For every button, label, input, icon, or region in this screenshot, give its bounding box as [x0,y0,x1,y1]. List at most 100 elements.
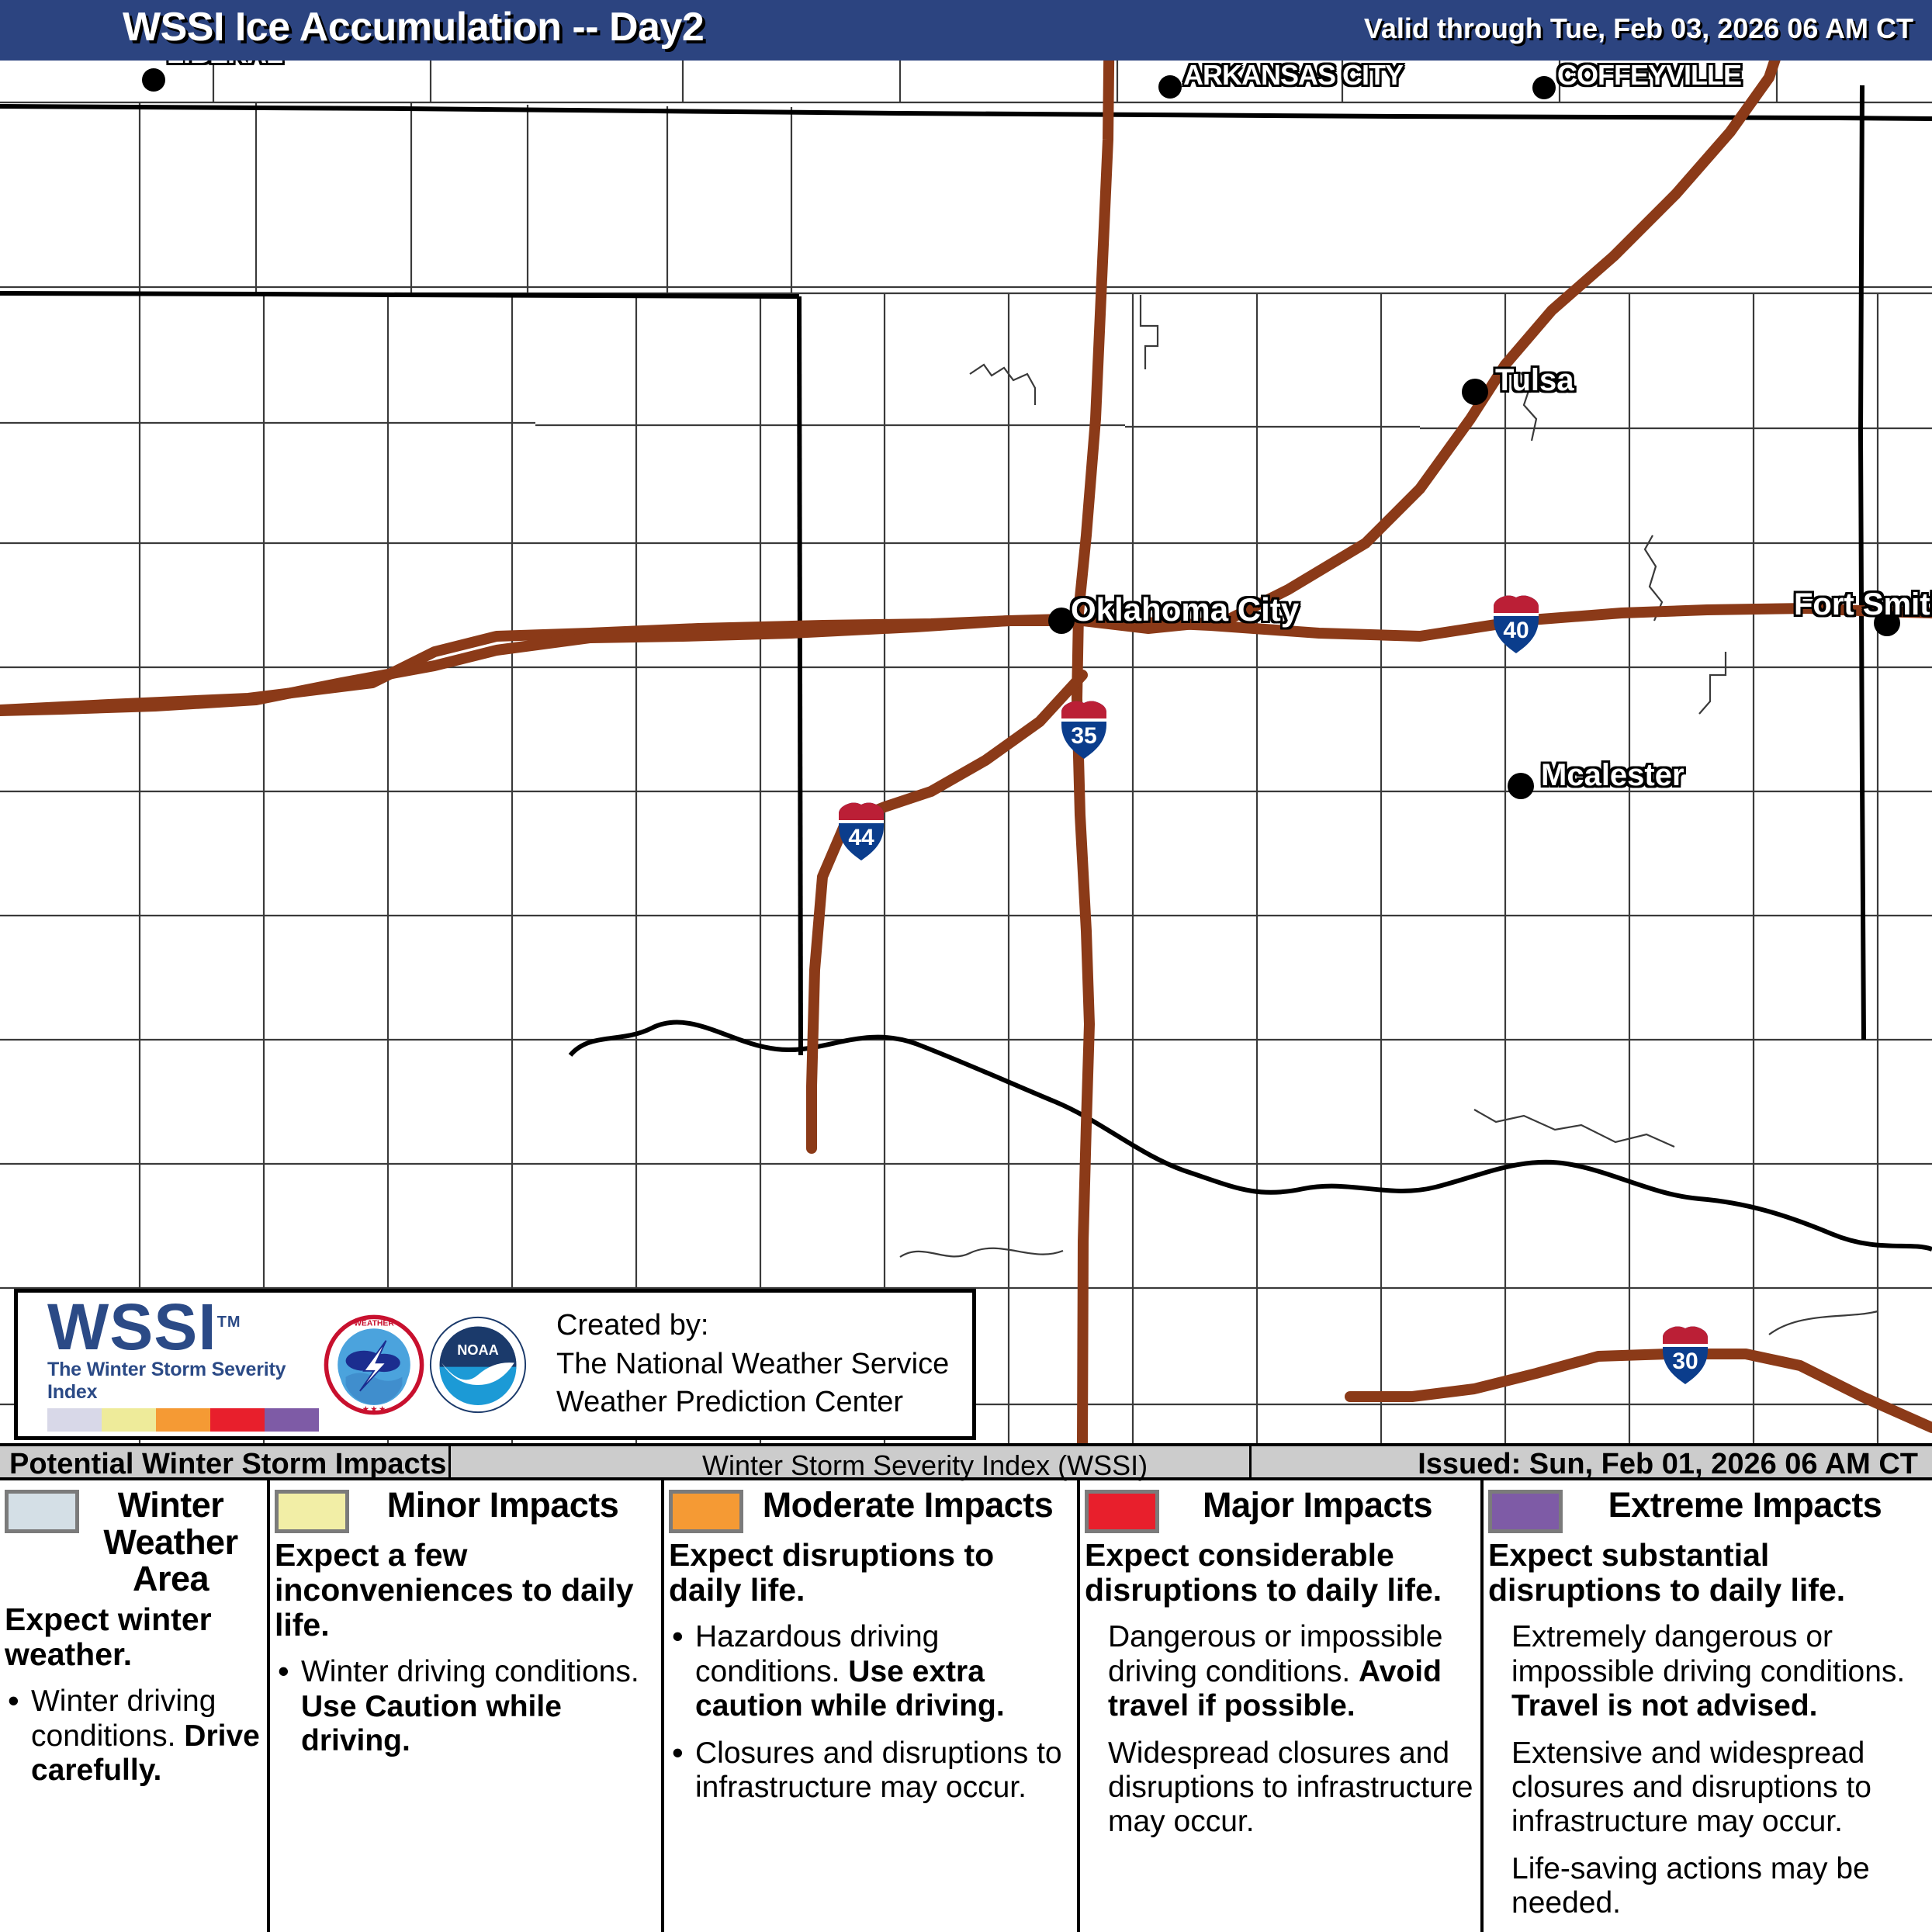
interstate-shield-30-icon: 30 [1657,1324,1714,1386]
legend-lead-extreme-impacts: Expect substantial disruptions to daily … [1488,1537,1846,1608]
county-boundaries [0,0,1932,1443]
svg-text:NOAA: NOAA [457,1342,499,1358]
legend-lead-winter-weather-area: Expect winter weather. [5,1601,212,1673]
svg-text:★ ★ ★: ★ ★ ★ [362,1404,386,1412]
svg-text:40: 40 [1503,618,1529,643]
legend-title-minor-impacts: Minor Impacts [386,1485,619,1525]
legend-lead-major-impacts: Expect considerable disruptions to daily… [1085,1537,1442,1608]
legend-body-text: Closures and disruptions to infrastructu… [695,1736,1062,1804]
legend-body-text: Winter driving conditions. [301,1655,639,1689]
interstate-shield-40-icon: 40 [1487,593,1545,655]
svg-text:WEATHER: WEATHER [354,1319,394,1328]
legend-lead-moderate-impacts: Expect disruptions to daily life. [669,1537,995,1608]
wssi-color-bar-segment-2 [102,1408,156,1432]
legend-list-item: Dangerous or impossible driving conditio… [1085,1620,1476,1723]
legend-list-moderate-impacts: Hazardous driving conditions. Use extra … [669,1618,1072,1806]
legend-body-text: Hazardous driving conditions. [695,1620,940,1688]
city-label-fort-smith: Fort Smith [1794,587,1932,621]
county-detail-lines [899,295,1878,1335]
status-bar: Potential Winter Storm Impacts Winter St… [0,1443,1932,1481]
wssi-color-bar-segment-5 [265,1408,319,1432]
legend-swatch-moderate-impacts [669,1490,743,1533]
svg-text:30: 30 [1672,1349,1698,1374]
legend-list-extreme-impacts: Extremely dangerous or impossible drivin… [1488,1620,1927,1921]
legend-emphasis-text: Avoid travel if possible. [1108,1654,1442,1723]
svg-text:35: 35 [1071,723,1096,749]
legend-swatch-extreme-impacts [1488,1490,1563,1533]
created-by-line-1: Created by: [556,1309,709,1342]
national-weather-service-seal: WEATHER ★ ★ ★ [324,1314,424,1415]
legend-title-winter-weather-area: Winter Weather Area [103,1485,238,1599]
city-dot-tulsa [1462,379,1488,405]
legend-body-text: Widespread closures and disruptions to i… [1108,1736,1473,1839]
legend-panel-extreme-impacts[interactable]: Extreme Impacts Expect substantial disrup… [1484,1480,1932,1932]
legend-list-item: Hazardous driving conditions. Use extra … [669,1618,1072,1723]
legend-header-extreme-impacts: Extreme Impacts [1488,1487,1927,1533]
legend-list-major-impacts: Dangerous or impossible driving conditio… [1085,1620,1476,1840]
noaa-seal: NOAA [428,1314,528,1415]
legend-body-text: Extensive and widespread closures and di… [1511,1736,1871,1839]
legend-panel-minor-impacts[interactable]: Minor Impacts Expect a few inconveniences… [270,1480,664,1932]
legend-list-item: Winter driving conditions. Drive careful… [5,1682,262,1788]
wssi-color-bar-segment-3 [156,1408,210,1432]
city-label-tulsa: Tulsa [1495,363,1574,397]
created-by-line-3: Weather Prediction Center [556,1386,904,1419]
city-label-oklahoma-city: Oklahoma City [1071,591,1300,628]
city-label-mcalester: Mcalester [1541,758,1684,792]
city-dot-coffeyville [1532,76,1556,99]
legend-body-text: Dangerous or impossible driving conditio… [1108,1620,1443,1688]
title-bar: WSSI Ice Accumulation -- Day2 Valid thro… [0,0,1932,61]
legend-list-item: Extremely dangerous or impossible drivin… [1488,1620,1927,1723]
legend-list-item: Widespread closures and disruptions to i… [1085,1736,1476,1840]
legend-emphasis-text: Travel is not advised. [1511,1689,1818,1723]
legend-panel-winter-weather-area[interactable]: Winter Weather Area Expect winter weather… [0,1480,270,1932]
legend-body-text: Life-saving actions may be needed. [1511,1851,1870,1920]
legend-list-winter-weather-area: Winter driving conditions. Drive careful… [5,1682,262,1788]
status-potential-impacts-label: Potential Winter Storm Impacts [9,1448,447,1480]
legend-emphasis-text: Use extra caution while driving. [695,1654,1005,1723]
wssi-wordmark: WSSITM [47,1294,320,1359]
legend-header-major-impacts: Major Impacts [1085,1487,1476,1533]
city-label-coffeyville: COFFEYVILLE [1557,59,1742,91]
legend-title-major-impacts: Major Impacts [1202,1485,1433,1525]
legend-panel-moderate-impacts[interactable]: Moderate Impacts Expect disruptions to da… [664,1480,1080,1932]
city-label-arkansas-city: ARKANSAS CITY [1183,59,1404,91]
legend-list-item: Winter driving conditions. Use Caution w… [275,1653,656,1758]
interstate-highways [0,0,1932,1443]
legend-swatch-minor-impacts [275,1490,349,1533]
impact-legend: Winter Weather Area Expect winter weather… [0,1480,1932,1932]
status-divider-1 [448,1446,451,1480]
wssi-severity-color-bar [47,1408,319,1432]
legend-list-item: Extensive and widespread closures and di… [1488,1736,1927,1840]
interstate-shield-44-icon: 44 [833,800,890,862]
city-dot-fort-smith [1874,610,1900,636]
city-dot-liberal [142,68,165,92]
city-dot-arkansas-city [1158,75,1182,99]
wssi-logo-box: WSSITM The Winter Storm Severity Index W… [14,1289,976,1440]
svg-text:44: 44 [848,825,874,850]
legend-header-winter-weather-area: Winter Weather Area [5,1487,262,1598]
wssi-trademark: TM [216,1313,241,1331]
wssi-wordmark-text: WSSI [47,1290,217,1363]
created-by-line-2: The National Weather Service [556,1347,950,1380]
map-geography [0,0,1932,1443]
legend-list-item: Closures and disruptions to infrastructu… [669,1734,1072,1806]
interstate-shield-35-icon: 35 [1055,698,1113,760]
legend-emphasis-text: Use Caution while driving. [301,1689,562,1758]
state-boundaries [0,85,1932,1252]
valid-through-text: Valid through Tue, Feb 03, 2026 06 AM CT [1363,12,1913,44]
page-title: WSSI Ice Accumulation -- Day2 [123,5,705,50]
legend-title-extreme-impacts: Extreme Impacts [1608,1485,1882,1525]
legend-header-minor-impacts: Minor Impacts [275,1487,656,1533]
legend-title-moderate-impacts: Moderate Impacts [762,1485,1054,1525]
legend-list-item: Life-saving actions may be needed. [1488,1852,1927,1921]
legend-header-moderate-impacts: Moderate Impacts [669,1487,1072,1533]
weather-map: LIBERALARKANSAS CITYCOFFEYVILLETulsaOkla… [0,0,1932,1443]
legend-swatch-winter-weather-area [5,1490,79,1533]
legend-list-minor-impacts: Winter driving conditions. Use Caution w… [275,1653,656,1758]
legend-body-text: Extremely dangerous or impossible drivin… [1511,1620,1906,1688]
city-dot-oklahoma-city [1048,608,1075,634]
status-divider-2 [1249,1446,1252,1480]
legend-emphasis-text: Drive carefully. [31,1719,260,1788]
legend-panel-major-impacts[interactable]: Major Impacts Expect considerable disrupt… [1080,1480,1484,1932]
